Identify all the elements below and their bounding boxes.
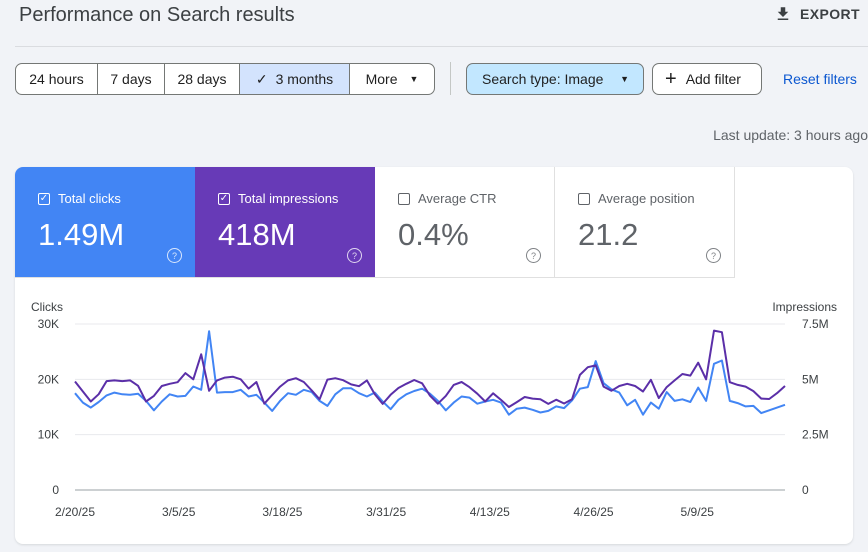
check-icon: ✓ <box>255 70 268 87</box>
x-tick-label: 3/18/25 <box>262 505 302 519</box>
metric-value: 0.4% <box>398 217 469 252</box>
add-filter-label: Add filter <box>685 71 741 87</box>
metric-tile-total-clicks[interactable]: ✓ Total clicks 1.49M ? <box>15 167 195 277</box>
metric-value: 1.49M <box>38 217 125 252</box>
page-title: Performance on Search results <box>19 4 295 26</box>
performance-card: ✓ Total clicks 1.49M ? ✓ Total impressions… <box>15 167 853 544</box>
metric-tile-average-ctr[interactable]: Average CTR 0.4% ? <box>375 167 555 277</box>
range-label: 24 hours <box>29 71 84 87</box>
x-tick-label: 2/20/25 <box>55 505 95 519</box>
range-label: More <box>365 71 398 87</box>
search-type-filter[interactable]: Search type: Image ▼ <box>466 63 644 95</box>
x-tick-label: 3/5/25 <box>162 505 196 519</box>
range-label: 7 days <box>110 71 152 87</box>
metric-label: Average CTR <box>418 191 497 206</box>
y-tick-label-left: 0 <box>52 483 59 497</box>
y-tick-label-left: 20K <box>38 372 59 386</box>
checkbox-unchecked-icon <box>398 192 410 205</box>
metric-tile-average-position[interactable]: Average position 21.2 ? <box>555 167 735 277</box>
range-28-days-button[interactable]: 28 days <box>165 64 240 94</box>
export-button[interactable]: EXPORT <box>774 5 860 23</box>
checkbox-unchecked-icon <box>578 192 590 205</box>
help-icon[interactable]: ? <box>526 248 541 263</box>
performance-chart[interactable]: 0 10K 20K 30K 0 2.5M 5M 7.5M Clicks Impressions 2/… <box>15 167 853 544</box>
metric-tile-total-impressions[interactable]: ✓ Total impressions 418M ? <box>195 167 375 277</box>
tiles-divider <box>15 277 735 278</box>
checkbox-checked-icon: ✓ <box>38 192 50 205</box>
header-divider <box>15 46 868 47</box>
x-tick-label: 3/31/25 <box>366 505 406 519</box>
chevron-down-icon: ▼ <box>620 74 629 84</box>
filter-separator <box>450 62 451 95</box>
chevron-down-icon: ▼ <box>409 74 419 84</box>
metric-label: Average position <box>598 191 695 206</box>
y-tick-label-right: 0 <box>802 483 809 497</box>
search-type-label: Search type: Image <box>482 71 604 87</box>
export-label: EXPORT <box>800 6 860 22</box>
metric-label: Total clicks <box>58 191 121 206</box>
last-update-text: Last update: 3 hours ago <box>713 127 868 143</box>
y-tick-label-left: 30K <box>38 317 59 331</box>
reset-filters-link[interactable]: Reset filters <box>783 71 857 87</box>
x-tick-label: 4/26/25 <box>574 505 614 519</box>
y-axis-title-left: Clicks <box>31 300 63 314</box>
range-3-months-button[interactable]: ✓ 3 months <box>240 64 350 94</box>
range-label: 28 days <box>177 71 227 87</box>
metric-label: Total impressions <box>238 191 339 206</box>
date-range-selector: 24 hours 7 days 28 days ✓ 3 months More ▼ <box>15 63 435 95</box>
y-tick-label-right: 7.5M <box>802 317 829 331</box>
x-tick-label: 4/13/25 <box>470 505 510 519</box>
range-24-hours-button[interactable]: 24 hours <box>16 64 98 94</box>
checkbox-checked-icon: ✓ <box>218 192 230 205</box>
help-icon[interactable]: ? <box>167 248 182 263</box>
y-tick-label-left: 10K <box>38 428 59 442</box>
range-more-dropdown[interactable]: More ▼ <box>350 64 434 94</box>
x-tick-label: 5/9/25 <box>681 505 715 519</box>
help-icon[interactable]: ? <box>347 248 362 263</box>
help-icon[interactable]: ? <box>706 248 721 263</box>
plus-icon: + <box>665 68 677 90</box>
add-filter-button[interactable]: + Add filter <box>652 63 762 95</box>
metric-value: 21.2 <box>578 217 639 252</box>
y-axis-title-right: Impressions <box>772 300 837 314</box>
y-tick-label-right: 2.5M <box>802 428 829 442</box>
y-tick-label-right: 5M <box>802 372 819 386</box>
download-icon <box>777 7 789 20</box>
series-line-clicks <box>74 330 786 416</box>
range-label: 3 months <box>275 71 334 87</box>
series-line-impressions <box>74 329 786 408</box>
metric-value: 418M <box>218 217 296 252</box>
range-7-days-button[interactable]: 7 days <box>98 64 165 94</box>
